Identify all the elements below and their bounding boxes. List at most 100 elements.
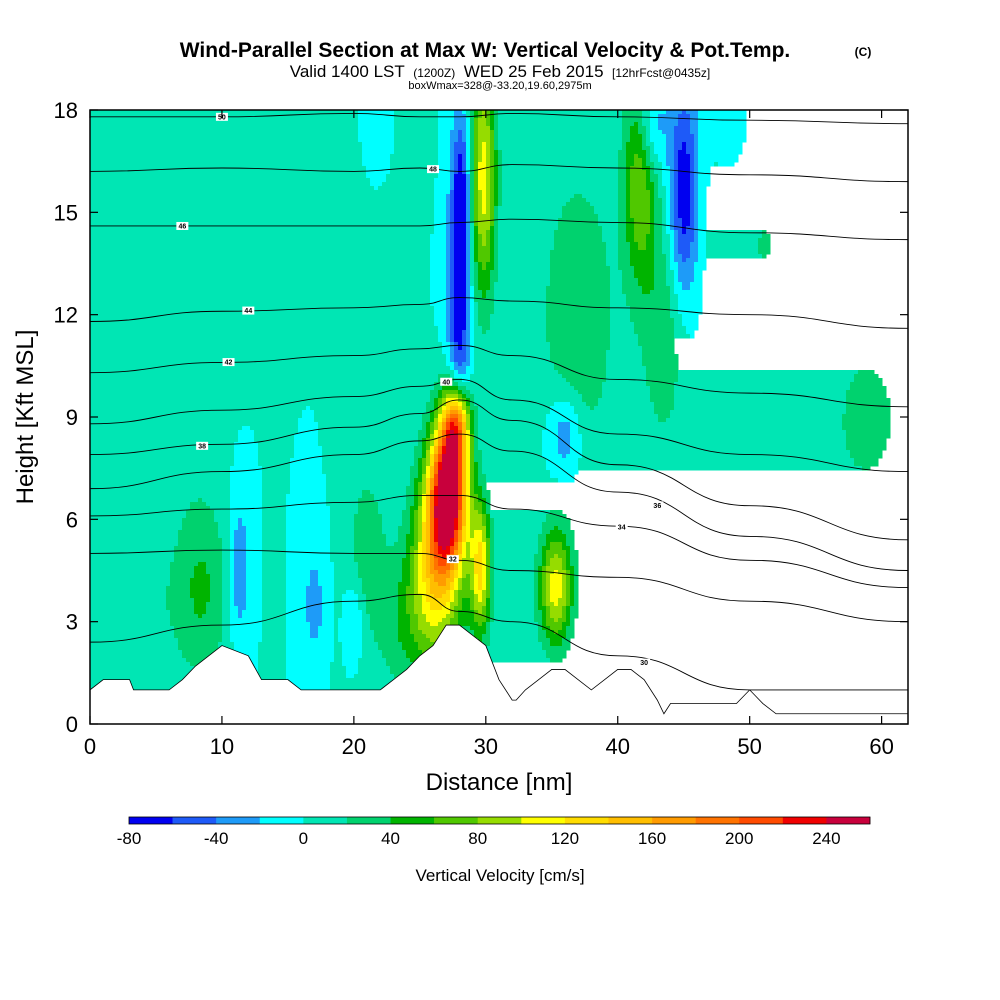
velocity-cell xyxy=(542,442,559,447)
velocity-cell xyxy=(442,398,447,403)
velocity-cell xyxy=(450,598,455,603)
velocity-cell xyxy=(90,642,179,647)
velocity-cell xyxy=(450,254,455,259)
velocity-cell xyxy=(462,502,467,507)
velocity-cell xyxy=(402,522,411,527)
velocity-cell xyxy=(470,146,475,151)
velocity-cell xyxy=(334,646,343,651)
velocity-cell xyxy=(494,554,535,559)
velocity-cell xyxy=(478,414,547,419)
velocity-cell xyxy=(206,502,231,507)
velocity-cell xyxy=(542,578,547,583)
velocity-cell xyxy=(458,502,463,507)
velocity-cell xyxy=(670,262,679,267)
velocity-cell xyxy=(618,178,627,183)
velocity-cell xyxy=(574,194,583,199)
velocity-cell xyxy=(582,398,599,403)
box-max-info: boxWmax=328@-33.20,19.60,2975m xyxy=(408,80,591,92)
velocity-cell xyxy=(574,386,603,391)
velocity-cell xyxy=(690,174,695,179)
velocity-cell xyxy=(90,150,363,155)
velocity-cell xyxy=(90,462,235,467)
velocity-cell xyxy=(474,434,479,439)
velocity-cell xyxy=(426,470,431,475)
velocity-cell xyxy=(90,526,183,531)
velocity-cell xyxy=(414,514,419,519)
velocity-cell xyxy=(418,462,423,467)
velocity-cell xyxy=(446,262,451,267)
velocity-cell xyxy=(394,122,439,127)
velocity-cell xyxy=(430,498,435,503)
velocity-cell xyxy=(386,662,415,667)
velocity-cell xyxy=(370,182,383,187)
velocity-cell xyxy=(482,590,487,595)
velocity-cell xyxy=(646,186,655,191)
velocity-cell xyxy=(230,470,263,475)
velocity-cell xyxy=(466,410,471,415)
velocity-cell xyxy=(338,634,363,639)
velocity-cell xyxy=(382,182,435,187)
velocity-cell xyxy=(490,150,495,155)
velocity-cell xyxy=(454,334,463,339)
velocity-cell xyxy=(414,634,427,639)
velocity-cell xyxy=(470,318,475,323)
velocity-cell xyxy=(474,150,479,155)
velocity-cell xyxy=(694,154,699,159)
velocity-cell xyxy=(458,158,463,163)
velocity-cell xyxy=(90,570,171,575)
velocity-cell xyxy=(634,270,655,275)
velocity-cell xyxy=(466,542,471,547)
velocity-cell xyxy=(418,442,423,447)
velocity-cell xyxy=(366,598,399,603)
velocity-cell xyxy=(694,146,699,151)
x-tick-label: 60 xyxy=(869,734,893,759)
velocity-cell xyxy=(566,586,571,591)
velocity-cell xyxy=(438,122,455,127)
velocity-cell xyxy=(450,302,455,307)
velocity-cell xyxy=(446,614,455,619)
velocity-cell xyxy=(558,422,571,427)
velocity-cell xyxy=(430,522,435,527)
velocity-cell xyxy=(426,558,431,563)
velocity-cell xyxy=(694,206,699,211)
velocity-cell xyxy=(246,578,263,583)
velocity-cell xyxy=(482,114,487,119)
velocity-cell xyxy=(698,234,707,239)
velocity-cell xyxy=(486,162,491,167)
velocity-cell xyxy=(450,606,455,611)
velocity-cell xyxy=(470,410,475,415)
velocity-cell xyxy=(474,238,479,243)
velocity-cell xyxy=(482,238,487,243)
velocity-cell xyxy=(534,554,543,559)
velocity-cell xyxy=(486,550,491,555)
velocity-cell xyxy=(186,658,215,663)
velocity-cell xyxy=(390,666,419,671)
velocity-cell xyxy=(486,582,491,587)
velocity-cell xyxy=(430,502,435,507)
velocity-cell xyxy=(90,354,447,359)
velocity-cell xyxy=(330,542,355,547)
velocity-cell xyxy=(690,130,699,135)
velocity-cell xyxy=(422,514,427,519)
velocity-cell xyxy=(474,602,487,607)
velocity-cell xyxy=(470,358,475,363)
velocity-cell xyxy=(626,230,635,235)
velocity-cell xyxy=(650,386,675,391)
velocity-cell xyxy=(458,462,463,467)
velocity-cell xyxy=(490,190,495,195)
velocity-cell xyxy=(458,474,463,479)
x-tick-label: 30 xyxy=(474,734,498,759)
velocity-cell xyxy=(674,198,679,203)
velocity-cell xyxy=(178,538,223,543)
velocity-cell xyxy=(482,574,487,579)
velocity-cell xyxy=(90,522,183,527)
velocity-cell xyxy=(298,426,319,431)
velocity-cell xyxy=(462,538,467,543)
velocity-cell xyxy=(458,550,463,555)
velocity-cell xyxy=(450,286,455,291)
velocity-cell xyxy=(490,634,539,639)
velocity-cell xyxy=(466,182,471,187)
velocity-cell xyxy=(546,590,551,595)
velocity-cell xyxy=(90,218,435,223)
velocity-cell xyxy=(210,586,223,591)
